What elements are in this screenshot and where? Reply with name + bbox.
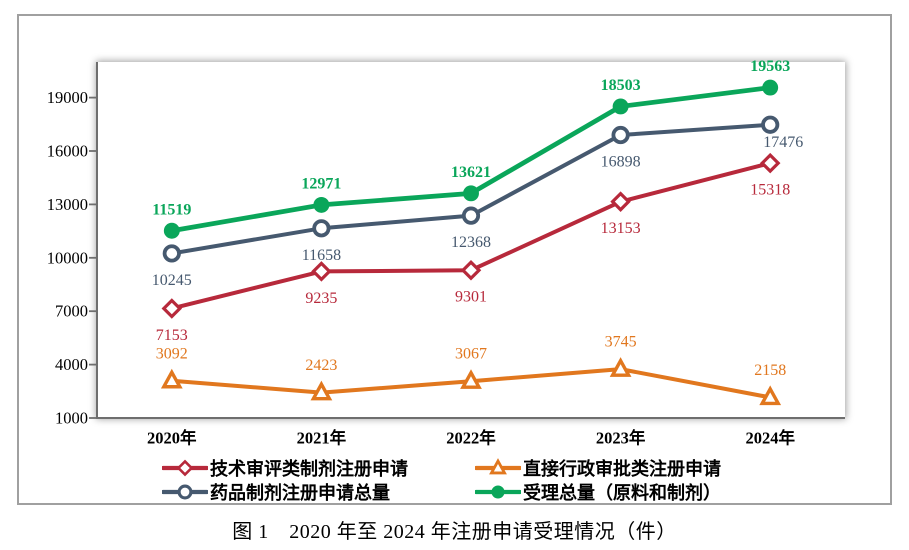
diamond-marker-icon: [759, 152, 781, 174]
data-label: 3067: [455, 346, 487, 363]
data-label: 3092: [156, 345, 188, 362]
x-axis-label: 2021年: [297, 428, 347, 448]
data-label: 15318: [750, 182, 790, 199]
diamond-marker-icon: [610, 191, 631, 212]
legend-item: 药品制剂注册申请总量: [162, 480, 390, 504]
legend-label: 技术审评类制剂注册申请: [210, 459, 408, 479]
filled-circle-marker-icon: [163, 222, 180, 239]
circle-marker-icon: [461, 206, 481, 225]
filled-circle-marker-icon: [612, 98, 629, 115]
x-axis-label: 2020年: [147, 428, 197, 448]
data-label: 2158: [754, 362, 786, 379]
data-label: 11658: [302, 247, 341, 264]
data-label: 2423: [305, 357, 337, 374]
triangle-marker-icon: [609, 357, 632, 377]
data-label: 10245: [152, 272, 192, 289]
legend-label: 直接行政审批类注册申请: [523, 459, 721, 479]
y-tick-label: 10000: [47, 248, 88, 267]
triangle-marker-icon: [460, 369, 482, 389]
data-label: 13153: [601, 220, 641, 237]
legend-label: 受理总量（原料和制剂）: [523, 483, 721, 503]
filled-circle-marker-icon: [491, 485, 505, 499]
legend-item: 受理总量（原料和制剂）: [475, 480, 721, 504]
data-label: 9301: [455, 289, 487, 306]
legend-marker-icon: [475, 458, 521, 475]
data-label: 19563: [750, 58, 790, 75]
legend-marker-icon: [475, 485, 521, 499]
x-axis-label: 2023年: [596, 428, 646, 448]
data-label: 3745: [605, 334, 637, 351]
circle-marker-icon: [611, 125, 630, 145]
data-label: 9235: [305, 290, 337, 307]
data-label: 16898: [601, 154, 641, 171]
legend-marker-icon: [162, 459, 208, 477]
y-tick-label: 19000: [47, 88, 88, 107]
legend-item: 技术审评类制剂注册申请: [162, 456, 408, 480]
diamond-marker-icon: [176, 459, 194, 477]
y-tick-label: 1000: [55, 409, 88, 428]
circle-marker-icon: [312, 219, 331, 238]
data-label: 13621: [451, 164, 491, 181]
circle-marker-icon: [162, 244, 181, 263]
y-tick-label: 4000: [55, 355, 88, 374]
y-tick-label: 7000: [55, 302, 88, 321]
filled-circle-marker-icon: [762, 79, 779, 96]
figure-caption: 图 1 2020 年至 2024 年注册申请受理情况（件）: [232, 521, 677, 543]
data-label: 7153: [156, 327, 188, 344]
x-axis-label: 2024年: [745, 428, 795, 448]
triangle-marker-icon: [759, 385, 782, 406]
triangle-marker-icon: [489, 458, 507, 475]
plot-area: [97, 62, 845, 418]
y-tick-label: 16000: [47, 142, 88, 161]
circle-marker-icon: [177, 484, 193, 500]
diamond-marker-icon: [460, 259, 482, 281]
x-axis-label: 2022年: [446, 428, 496, 448]
legend-item: 直接行政审批类注册申请: [475, 456, 721, 480]
diamond-marker-icon: [161, 298, 183, 319]
data-label: 17476: [763, 134, 803, 151]
data-label: 12971: [301, 175, 341, 192]
filled-circle-marker-icon: [463, 185, 479, 202]
circle-marker-icon: [761, 115, 780, 134]
y-tick-label: 13000: [47, 195, 88, 214]
data-label: 18503: [601, 77, 641, 94]
legend-label: 药品制剂注册申请总量: [210, 483, 390, 503]
data-label: 11519: [152, 201, 191, 218]
triangle-marker-icon: [160, 368, 183, 389]
diamond-marker-icon: [311, 261, 332, 282]
triangle-marker-icon: [310, 380, 333, 401]
data-label: 12368: [451, 234, 491, 251]
line-chart: 1000 4000 7000 10000 13000 16000 19000 2020年 202…: [47, 58, 845, 448]
filled-circle-marker-icon: [313, 196, 330, 213]
legend-marker-icon: [162, 484, 208, 500]
